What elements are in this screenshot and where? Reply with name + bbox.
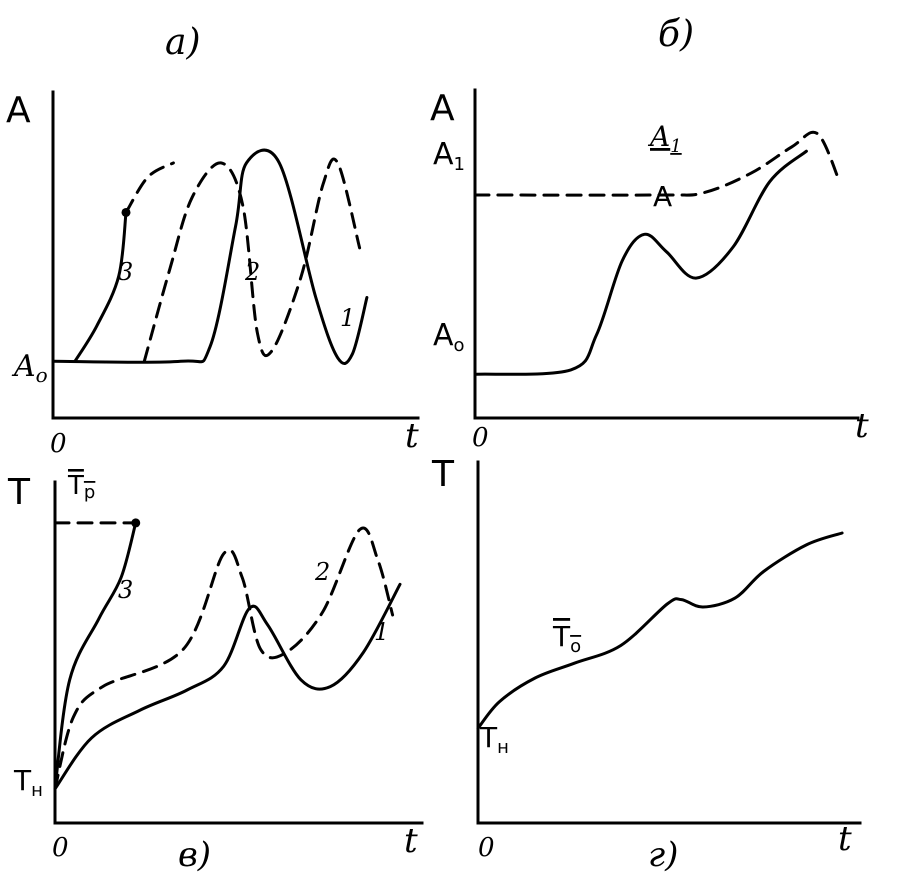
panel-d-axes xyxy=(476,460,862,825)
panel-c-series-1-solid-line xyxy=(53,582,402,791)
panel-c-tick-Tn: Tн xyxy=(13,764,43,801)
panel-b-caption: б) xyxy=(658,14,694,55)
panel-b-y-tick-A0: Aо xyxy=(433,318,465,356)
panel-d-caption: г) xyxy=(648,835,678,875)
panel-b-curve-label-A1: A1 xyxy=(647,120,682,157)
panel-b-origin-label: 0 xyxy=(472,423,489,453)
panel-d-plot xyxy=(476,531,844,730)
panel-c-curve-label-3: 3 xyxy=(118,576,133,604)
panel-d-curve-label-To: Tо xyxy=(552,620,581,657)
panel-c-curve-label-2: 2 xyxy=(314,558,330,586)
panel-d-series-T-solid-line xyxy=(476,531,844,730)
panel-a-x-axis-label: t xyxy=(405,416,419,456)
panel-a-curve-label-1: 1 xyxy=(340,304,355,332)
panel-b-y-tick-A1: A1 xyxy=(433,137,465,175)
panel-c-tick-Tr: Tр xyxy=(67,471,95,503)
panel-b-y-axis-label: A xyxy=(430,88,455,129)
panel-c-y-axis-label: T xyxy=(7,472,31,513)
panel-c-x-axis-label: t xyxy=(404,821,418,861)
panel-a-y-tick-A0: Aо xyxy=(11,349,48,387)
panel-d: г) T t 0 Tо Tн xyxy=(431,454,862,875)
panel-c-series-3-solid-line xyxy=(53,521,138,791)
panel-b-series-A-solid-line xyxy=(473,149,808,376)
panel-b: б) A t 0 A1 Aо A1 A xyxy=(430,14,869,453)
panel-c-origin-label: 0 xyxy=(52,833,69,863)
panel-b-series-A1-dashed-line xyxy=(473,130,842,197)
panel-a-axes xyxy=(51,90,420,420)
panel-a-y-axis-label: A xyxy=(6,90,31,131)
panel-a: а) A t 0 Aо 3 2 1 xyxy=(6,22,420,459)
panel-a-caption: а) xyxy=(165,22,201,63)
panel-c-series-3-end-point xyxy=(131,518,141,528)
panel-b-x-axis-label: t xyxy=(855,406,869,446)
panel-c-plot xyxy=(53,518,402,791)
panel-d-start-label-Tn: Tн xyxy=(479,721,509,758)
panel-a-series-3-solid-line xyxy=(73,211,128,363)
panel-a-series-1-solid-line xyxy=(51,148,369,365)
panel-b-curve-label-A: A xyxy=(653,180,672,213)
panel-a-series-3-dashed-line xyxy=(124,161,175,214)
panel-c: в) T t 0 Tр Tн 3 2 1 xyxy=(7,471,424,875)
panel-c-axes xyxy=(53,480,424,825)
panel-c-caption: в) xyxy=(178,835,211,875)
panel-c-series-2-dashed-line xyxy=(53,526,395,791)
panel-d-x-axis-label: t xyxy=(838,819,852,859)
panel-d-y-axis-label: T xyxy=(431,454,455,495)
panel-b-plot xyxy=(473,130,842,376)
panel-d-origin-label: 0 xyxy=(478,833,495,863)
panel-a-origin-label: 0 xyxy=(50,429,67,459)
panel-b-axes xyxy=(473,88,860,420)
panel-a-series-2-dashed-line xyxy=(142,157,362,363)
panel-a-plot xyxy=(51,148,369,365)
